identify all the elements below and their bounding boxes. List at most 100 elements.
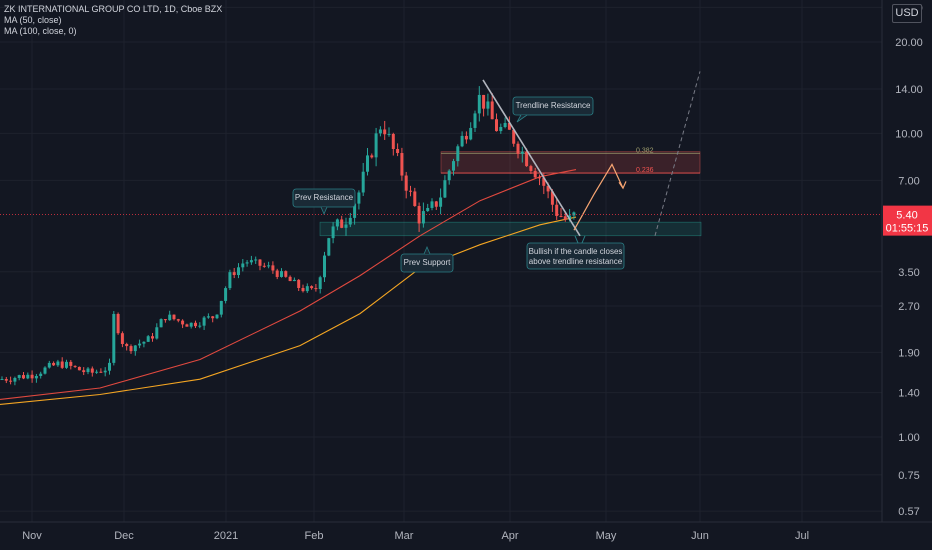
price-zones: 0.382 0.236 xyxy=(319,147,702,237)
candle xyxy=(323,251,326,282)
candle-body xyxy=(310,286,314,289)
candle-body xyxy=(387,133,391,135)
candle-body xyxy=(125,343,129,347)
candle-body xyxy=(90,368,94,373)
candle-body xyxy=(542,177,546,186)
candle-body xyxy=(52,362,56,366)
candle-body xyxy=(383,129,387,135)
candle-body xyxy=(516,143,520,154)
candle-body xyxy=(482,94,486,109)
candle-body xyxy=(228,272,232,289)
bullish-note-text: Bullish if the candle closes xyxy=(529,247,623,256)
currency-button[interactable]: USD xyxy=(892,4,922,23)
candle xyxy=(9,376,13,385)
candle-body xyxy=(538,177,541,179)
candle xyxy=(516,141,520,159)
trendline-resistance-note-pointer xyxy=(516,114,528,123)
candle xyxy=(43,366,47,375)
candle-body xyxy=(142,341,146,344)
price-tick-label: 1.00 xyxy=(898,432,919,444)
time-axis[interactable]: Nov Dec 2021 Feb Mar Apr May Jun Jul xyxy=(0,521,932,550)
candle-body xyxy=(439,197,443,207)
candle-body xyxy=(17,375,21,378)
candle-body xyxy=(507,122,511,130)
candle-body xyxy=(486,101,490,109)
candle xyxy=(499,123,503,134)
candle-body xyxy=(176,319,180,321)
price-tick-label: 3.50 xyxy=(898,267,919,279)
candle-body xyxy=(473,113,477,128)
candle-body xyxy=(103,370,107,373)
candle-body xyxy=(69,361,73,366)
candle-body xyxy=(262,265,266,267)
candle-body xyxy=(22,375,25,379)
candle-body xyxy=(271,265,275,271)
candle-body xyxy=(47,362,51,368)
candle-body xyxy=(460,135,464,147)
candle-body xyxy=(258,259,262,266)
candle-body xyxy=(348,217,352,225)
candle xyxy=(245,260,249,267)
candle xyxy=(305,283,309,293)
candle xyxy=(335,218,339,231)
candle-body xyxy=(335,219,339,227)
projection-arrowhead xyxy=(618,181,627,190)
candle xyxy=(215,314,219,320)
candle xyxy=(198,322,202,329)
candle-body xyxy=(520,151,524,154)
candle-body xyxy=(138,343,142,346)
candle xyxy=(159,318,163,328)
projection-dashed-line xyxy=(654,71,701,236)
candle-body xyxy=(39,373,43,377)
candle-body xyxy=(421,211,425,224)
candle-body xyxy=(443,180,447,198)
price-tick-label: 2.70 xyxy=(898,301,919,313)
current-price-tag xyxy=(883,205,932,236)
candle-body xyxy=(396,148,400,154)
candle-body xyxy=(297,279,301,288)
candle-body xyxy=(292,279,296,282)
candle-body xyxy=(181,320,185,325)
time-tick-label: Dec xyxy=(114,530,134,542)
candle-body xyxy=(60,361,64,368)
candle xyxy=(452,158,455,176)
candle-body xyxy=(254,259,258,261)
candle xyxy=(366,148,369,176)
price-scale[interactable]: 26.0020.0014.0010.007.003.502.701.901.40… xyxy=(881,0,932,522)
candle-body xyxy=(34,376,38,379)
candle xyxy=(490,93,494,120)
candle xyxy=(185,323,189,327)
candle-body xyxy=(146,336,150,342)
candle-body xyxy=(95,371,99,373)
moving-averages xyxy=(0,169,577,405)
ma100-line xyxy=(0,216,577,405)
candle-body xyxy=(490,101,494,120)
prev-resistance-note: Prev Resistance xyxy=(292,188,356,216)
candle xyxy=(426,203,430,212)
candle-body xyxy=(0,379,4,381)
candle-body xyxy=(159,319,163,328)
candle-body xyxy=(426,207,430,212)
candle-body xyxy=(366,155,369,172)
candle xyxy=(555,199,559,220)
candle-body xyxy=(73,365,77,367)
candle xyxy=(460,131,464,148)
chart-drawings xyxy=(0,71,882,250)
candle xyxy=(310,285,314,290)
candle-body xyxy=(129,346,133,352)
current-price-label: 5.40 xyxy=(896,210,917,222)
candle xyxy=(430,198,434,211)
trendline-resistance-line xyxy=(482,79,581,237)
candle-body xyxy=(26,374,30,379)
candle xyxy=(99,368,103,373)
candle-body xyxy=(353,203,357,218)
fib-0236-label: 0.236 xyxy=(636,167,654,174)
trendline-resistance-note: Trendline Resistance xyxy=(512,96,594,123)
candle-body xyxy=(512,129,516,144)
prev-resistance-note-pointer xyxy=(320,206,328,216)
candle xyxy=(391,132,395,156)
candle-body xyxy=(464,135,468,140)
legend-ma50: MA (50, close) xyxy=(4,15,62,25)
candle xyxy=(529,164,533,174)
